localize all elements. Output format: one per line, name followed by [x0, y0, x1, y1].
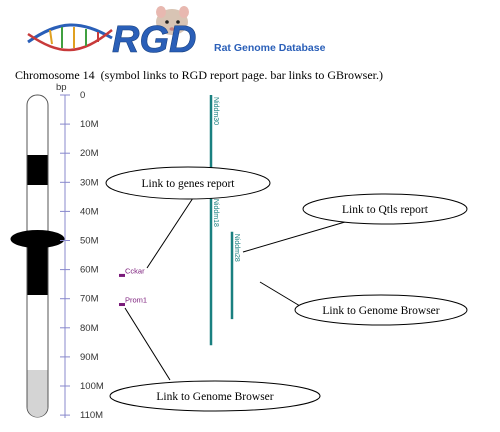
position-axis: bp 0 10M 20M 30M 40M 50M 60M 70M 80M 90M 100M 110M	[56, 82, 104, 421]
axis-tick-label: 90M	[80, 352, 99, 363]
callout-genome-browser-gene-text: Link to Genome Browser	[156, 391, 273, 403]
axis-tick-label: 80M	[80, 323, 99, 334]
axis-unit-label: bp	[56, 82, 67, 93]
gene-symbol-link[interactable]: Prom1	[125, 296, 147, 305]
callout-qtls-report: Link to Qtls report	[302, 193, 468, 225]
callout-genes-report-text: Link to genes report	[142, 178, 236, 190]
gene-symbol-link[interactable]: Cckar	[125, 266, 145, 275]
axis-tick-label: 60M	[80, 265, 99, 276]
rgd-tagline: Rat Genome Database	[214, 42, 326, 54]
qtl-symbol-link[interactable]: Niddm18	[212, 199, 219, 227]
axis-tick-label: 40M	[80, 206, 99, 217]
axis-tick-label: 0	[80, 90, 85, 101]
caption-note: (symbol links to RGD report page. bar li…	[100, 68, 383, 82]
rgd-logo-text[interactable]: RGD	[112, 19, 197, 62]
page-caption: Chromosome 14 (symbol links to RGD repor…	[15, 68, 495, 83]
callout-leaders	[124, 197, 346, 381]
axis-tick-label: 20M	[80, 148, 99, 159]
qtl-symbol-link[interactable]: Niddm30	[212, 97, 219, 125]
gene-marker-prom1[interactable]	[119, 303, 125, 307]
callout-qtls-report-text: Link to Qtls report	[342, 204, 429, 216]
callout-genome-browser-gene: Link to Genome Browser	[109, 380, 321, 412]
callout-genome-browser-qtl: Link to Genome Browser	[294, 294, 468, 326]
rat-logo-icon	[156, 6, 189, 35]
qtl-tracks: Niddm30 Niddm18 Niddm28	[209, 95, 240, 346]
chromosome-label: Chromosome 14	[15, 68, 95, 82]
gene-markers: Cckar Prom1	[119, 266, 147, 307]
axis-tick-label: 50M	[80, 236, 99, 247]
qtl-symbol-link[interactable]: Niddm28	[233, 234, 240, 262]
axis-tick-label: 100M	[80, 381, 104, 392]
rgd-header: RGD Rat Genome Database	[27, 6, 326, 62]
axis-tick-label: 110M	[80, 410, 103, 421]
chromosome-ideogram[interactable]	[10, 94, 65, 418]
callout-genome-browser-qtl-text: Link to Genome Browser	[322, 305, 439, 317]
callout-genes-report: Link to genes report	[105, 166, 271, 200]
axis-tick-label: 70M	[80, 294, 99, 305]
dna-helix-icon	[27, 23, 113, 52]
gene-marker-cckar[interactable]	[119, 273, 125, 277]
axis-tick-label: 10M	[80, 119, 99, 130]
axis-tick-label: 30M	[80, 177, 99, 188]
